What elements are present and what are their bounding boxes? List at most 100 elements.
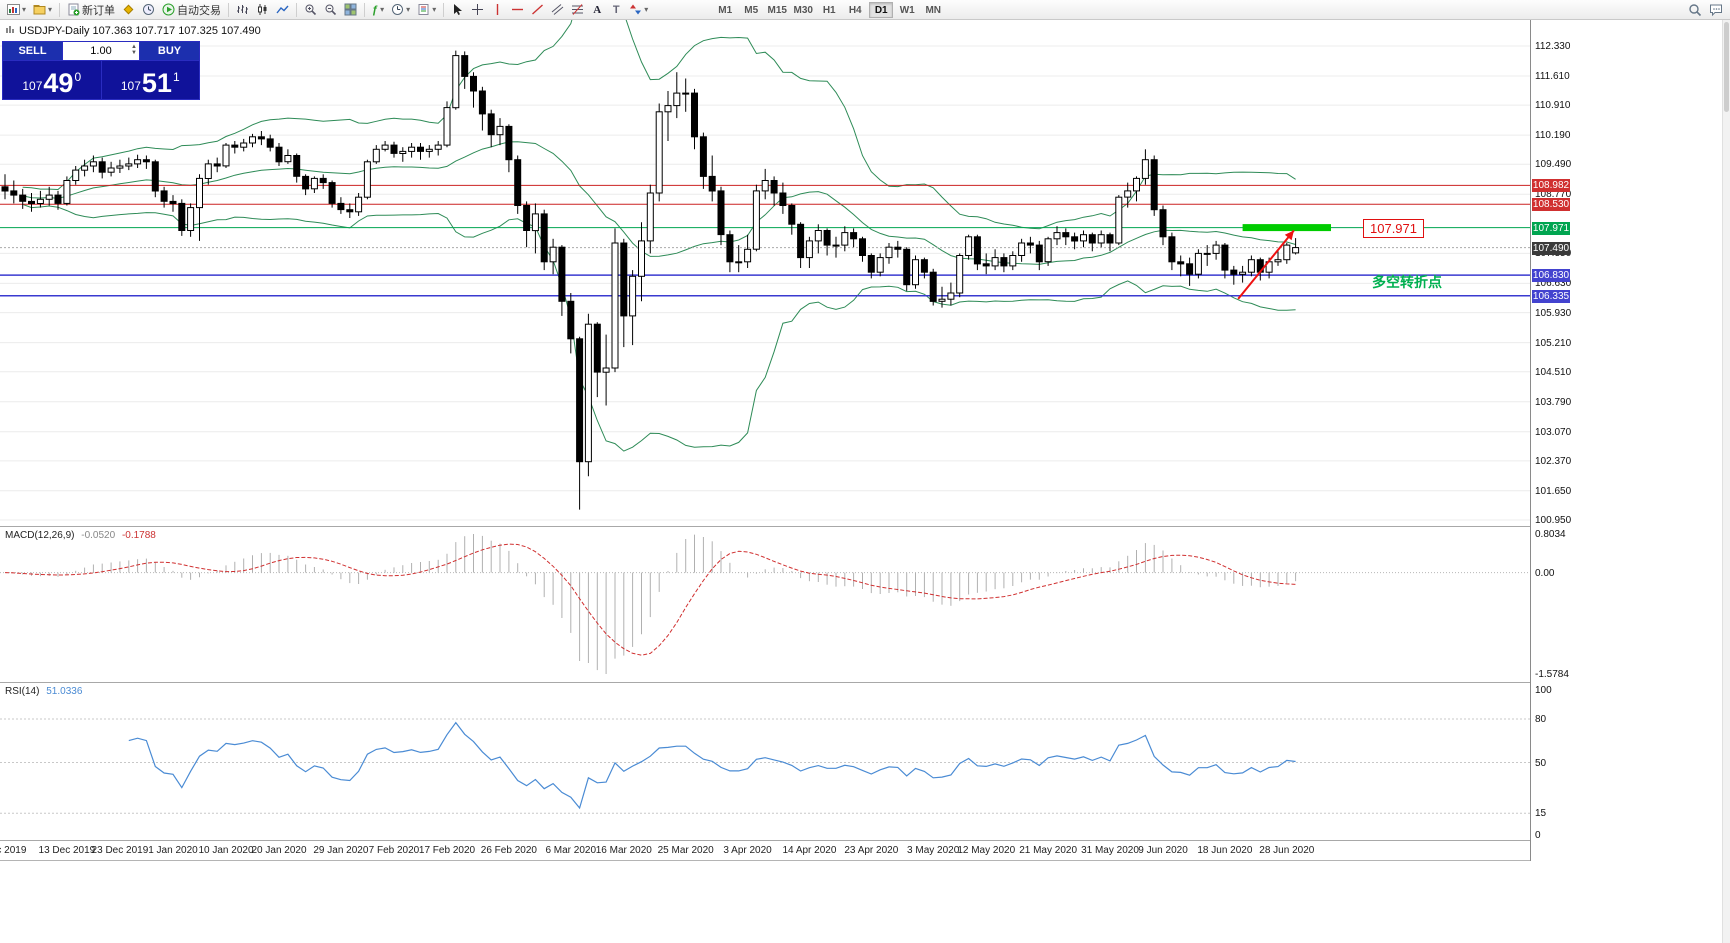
chat-button[interactable] <box>1706 1 1726 19</box>
volume-input[interactable]: 1.00 ▲ ▼ <box>63 42 139 60</box>
candle <box>63 176 71 206</box>
main-chart-canvas[interactable] <box>0 20 1530 526</box>
chart-profiles-button[interactable]: ▾ <box>30 1 55 19</box>
candle <box>125 157 133 171</box>
arrows-tool-button[interactable]: ▾ <box>626 1 651 19</box>
buy-price-main: 51 <box>141 68 172 99</box>
candle <box>151 159 159 198</box>
candle <box>98 157 106 179</box>
history-center-button[interactable] <box>139 1 158 19</box>
turning-point-note: 多空转折点 <box>1372 274 1442 290</box>
date-label: Dec 2019 <box>0 845 27 856</box>
channel-tool-button[interactable] <box>548 1 567 19</box>
crosshair-tool-button[interactable] <box>468 1 487 19</box>
sell-button[interactable]: SELL <box>3 42 63 60</box>
candle <box>1044 236 1052 266</box>
candle <box>1159 205 1167 246</box>
cursor-tool-button[interactable] <box>448 1 467 19</box>
timeframe-M5[interactable]: M5 <box>744 4 759 16</box>
candle <box>735 245 743 273</box>
panel-separator[interactable] <box>0 682 1570 683</box>
new-chart-button[interactable]: ▾ <box>4 1 29 19</box>
bar-chart-mode-button[interactable] <box>233 1 252 19</box>
price-tick-label: 106.630 <box>1535 278 1572 290</box>
candle <box>629 270 637 346</box>
autotrading-button[interactable]: 自动交易 <box>159 1 224 19</box>
timeframe-M30[interactable]: M30 <box>793 4 813 16</box>
candle <box>196 174 203 241</box>
timeframe-W1[interactable]: W1 <box>899 4 915 16</box>
candle <box>443 101 451 148</box>
zoom-out-button[interactable] <box>321 1 340 19</box>
candle <box>549 238 557 275</box>
date-label: 3 May 2020 <box>907 845 960 856</box>
volume-value: 1.00 <box>90 45 112 57</box>
volume-spinner[interactable]: ▲ ▼ <box>131 44 137 56</box>
date-label: 17 Feb 2020 <box>418 845 476 856</box>
sell-price-prefix: 107 <box>22 79 43 93</box>
candle <box>761 168 769 200</box>
timeframe-MN[interactable]: MN <box>925 4 941 16</box>
rsi-panel-canvas[interactable] <box>0 682 1530 840</box>
candle <box>655 103 663 202</box>
macd-panel-canvas[interactable] <box>0 526 1530 682</box>
candle <box>814 224 822 254</box>
candle <box>284 149 292 164</box>
date-label: 28 Jun 2020 <box>1259 845 1315 856</box>
timeframe-M15[interactable]: M15 <box>767 4 787 16</box>
candle <box>310 176 318 193</box>
price-tick-label: 108.770 <box>1535 189 1572 201</box>
candle <box>1221 243 1229 279</box>
candle <box>885 243 893 264</box>
candle <box>399 147 407 162</box>
sell-price[interactable]: 107 49 0 <box>3 61 101 99</box>
channel-icon <box>551 3 564 16</box>
macd-name: MACD(12,26,9) <box>5 530 75 541</box>
candle <box>1177 255 1185 277</box>
timeframe-M1[interactable]: M1 <box>718 4 733 16</box>
candle <box>496 118 504 146</box>
timeframe-H4[interactable]: H4 <box>848 4 862 16</box>
buy-price[interactable]: 107 51 1 <box>102 61 200 99</box>
candle <box>249 133 256 148</box>
zoom-in-button[interactable] <box>301 1 320 19</box>
line-chart-mode-button[interactable] <box>273 1 292 19</box>
vertical-line-tool-button[interactable] <box>488 1 507 19</box>
toolbar: ▾ ▾ 新订单 自动交易 ƒ ▾ ▾ <box>0 0 1730 20</box>
new-order-button[interactable]: 新订单 <box>64 1 118 19</box>
spinner-down-icon[interactable]: ▼ <box>131 50 137 56</box>
scrollbar-thumb[interactable] <box>1724 22 1729 112</box>
timeframe-D1[interactable]: D1 <box>869 1 894 18</box>
candle <box>10 180 18 204</box>
indicators-button[interactable]: ƒ ▾ <box>369 1 387 19</box>
candle <box>752 184 760 252</box>
vertical-scrollbar[interactable] <box>1722 20 1730 943</box>
panel-separator[interactable] <box>0 840 1570 841</box>
metaeditor-button[interactable] <box>119 1 138 19</box>
panel-separator[interactable] <box>0 526 1570 527</box>
candle <box>45 186 53 206</box>
price-tick-label: 105.210 <box>1535 337 1572 349</box>
price-badge-107.490: 107.490 <box>1532 241 1570 255</box>
buy-button[interactable]: BUY <box>139 42 199 60</box>
spinner-up-icon[interactable]: ▲ <box>131 44 137 50</box>
candle <box>859 236 866 262</box>
text-tool-button[interactable]: A <box>588 1 606 19</box>
candle <box>72 166 80 185</box>
tile-windows-button[interactable] <box>341 1 360 19</box>
horizontal-line-tool-button[interactable] <box>508 1 527 19</box>
chevron-down-icon: ▾ <box>48 5 53 14</box>
fibonacci-tool-button[interactable] <box>568 1 587 19</box>
timeframe-H1[interactable]: H1 <box>822 4 836 16</box>
date-label: 29 Jan 2020 <box>313 845 369 856</box>
periods-button[interactable]: ▾ <box>388 1 413 19</box>
search-button[interactable] <box>1685 1 1705 19</box>
trendline-tool-button[interactable] <box>528 1 547 19</box>
autotrading-icon <box>162 3 175 16</box>
price-tick-label: 109.490 <box>1535 159 1572 171</box>
toolbar-separator <box>228 2 230 17</box>
templates-button[interactable]: ▾ <box>414 1 439 19</box>
candle <box>1026 236 1034 254</box>
text-label-tool-button[interactable]: T <box>607 1 625 19</box>
candlestick-mode-button[interactable] <box>253 1 272 19</box>
